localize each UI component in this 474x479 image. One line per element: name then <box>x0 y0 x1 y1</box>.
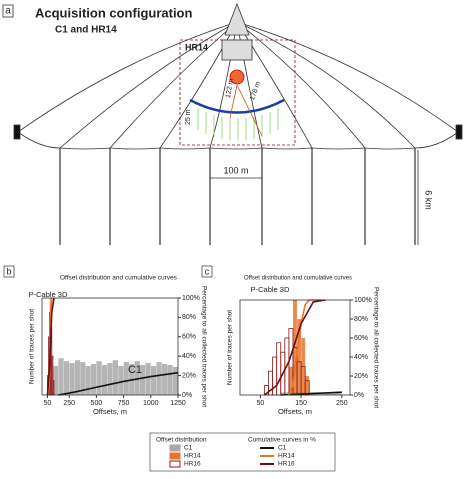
y2-tick-label: 80% <box>354 316 368 323</box>
legend-label: HR16 <box>278 461 295 468</box>
legend-title: Offset distribution <box>156 437 207 444</box>
x-tick-label: 1000 <box>143 400 159 407</box>
paravane <box>455 124 463 140</box>
histogram-bar <box>276 342 282 396</box>
histogram-bar <box>167 364 173 396</box>
x-tick-label: 50 <box>44 400 52 407</box>
legend-swatch <box>169 452 181 460</box>
x-axis-label: Offsets, m <box>93 407 127 416</box>
legend-swatch <box>169 460 181 468</box>
histogram-bar <box>305 375 310 396</box>
y-axis-label: Number of traces per shot <box>227 310 234 385</box>
dim-122 <box>229 84 238 119</box>
legend-label: HR14 <box>278 453 295 460</box>
tow-lines <box>17 21 459 149</box>
y-axis-label: Number of traces per shot <box>29 309 36 384</box>
paravane <box>13 124 21 140</box>
y2-tick-label: 20% <box>182 372 196 379</box>
dimension: 25 m <box>185 109 192 125</box>
dim-178 <box>236 84 263 137</box>
y2-tick-label: 0% <box>182 392 192 399</box>
histogram-bar <box>145 362 151 396</box>
y2-tick-label: 20% <box>354 373 368 380</box>
histogram-bar <box>272 356 278 396</box>
panel-label: c <box>205 266 210 276</box>
histogram-bar <box>63 360 70 396</box>
legend-title: Cumulative curves in % <box>248 437 316 444</box>
panel-label: a <box>5 6 11 17</box>
annotation: P-Cable 3D <box>29 290 68 299</box>
acquisition-diagram <box>2 2 463 245</box>
paravane-wire <box>17 131 459 150</box>
legend-label: HR14 <box>184 453 201 460</box>
histogram-bar <box>90 363 97 396</box>
panel-label: b <box>6 266 11 276</box>
histogram-bar <box>101 364 108 396</box>
panel-label-box <box>201 265 213 278</box>
histogram-bar <box>74 359 81 396</box>
legend-label: HR16 <box>184 461 201 468</box>
histogram-bar <box>107 362 113 396</box>
dimension: 178 m <box>249 80 262 101</box>
histogram-bar <box>69 362 75 396</box>
panel-label-box <box>2 4 14 18</box>
dimension: 6 km <box>424 190 434 210</box>
x-tick-label: 1250 <box>170 400 186 407</box>
y2-tick-label: 100% <box>354 297 372 304</box>
x-axis-label: Offsets, m <box>278 407 312 416</box>
hr-receivers <box>197 108 279 140</box>
x-tick-label: 250 <box>336 400 348 407</box>
inset-label: HR14 <box>185 42 208 52</box>
y2-tick-label: 40% <box>354 354 368 361</box>
legend-box <box>149 432 336 472</box>
histogram-bar <box>96 360 102 396</box>
histogram-bar <box>112 359 119 396</box>
cumulative-curve <box>58 371 179 396</box>
cumulative-curve <box>263 299 326 396</box>
x-tick-label: 250 <box>63 400 75 407</box>
legend-label: C1 <box>184 445 193 452</box>
y2-tick-label: 60% <box>182 334 196 341</box>
histogram-bar <box>85 365 92 396</box>
dimension: 122 m <box>225 78 235 99</box>
y2-tick-label: 100% <box>182 295 200 302</box>
y2-axis-label: Percentage to all collected traces per s… <box>200 286 207 407</box>
x-tick-label: 150 <box>295 400 307 407</box>
source <box>229 69 245 85</box>
y2-tick-label: 80% <box>182 314 196 321</box>
legend-label: C1 <box>278 445 287 452</box>
annotation: P-Cable 3D <box>251 285 290 294</box>
histogram-bar <box>161 363 168 396</box>
histogram-bar <box>58 358 64 396</box>
x-tick-label: 50 <box>256 400 264 407</box>
histogram-bar <box>156 361 162 396</box>
y2-tick-label: 60% <box>354 335 368 342</box>
chart-title: Offset distribution and cumulative curve… <box>244 276 352 282</box>
legend-swatch <box>169 444 181 452</box>
cumulative-curve <box>280 391 342 396</box>
diagram-title: Acquisition configuration <box>35 5 192 20</box>
x-tick-label: 750 <box>118 400 130 407</box>
y2-axis-label: Percentage to all collected traces per s… <box>372 287 379 408</box>
plot-frame <box>41 297 179 396</box>
histogram-bar <box>150 365 157 396</box>
vessel-stern <box>221 39 253 61</box>
cumulative-curve <box>46 297 55 396</box>
y2-tick-label: 0% <box>354 392 364 399</box>
hr-streamer <box>189 98 285 114</box>
x-tick-label: 500 <box>91 400 103 407</box>
streamers <box>59 148 416 245</box>
histogram-bar <box>172 366 179 396</box>
chart-title: Offset distribution and cumulative curve… <box>60 275 178 282</box>
panel-label-box <box>3 265 15 278</box>
dimension: 100 m <box>223 165 248 175</box>
histogram-bar <box>118 365 124 396</box>
y2-tick-label: 40% <box>182 353 196 360</box>
plot-frame <box>239 299 351 396</box>
vessel <box>224 2 250 36</box>
diagram-subtitle: C1 and HR14 <box>55 25 117 36</box>
annotation: C1 <box>128 364 142 376</box>
